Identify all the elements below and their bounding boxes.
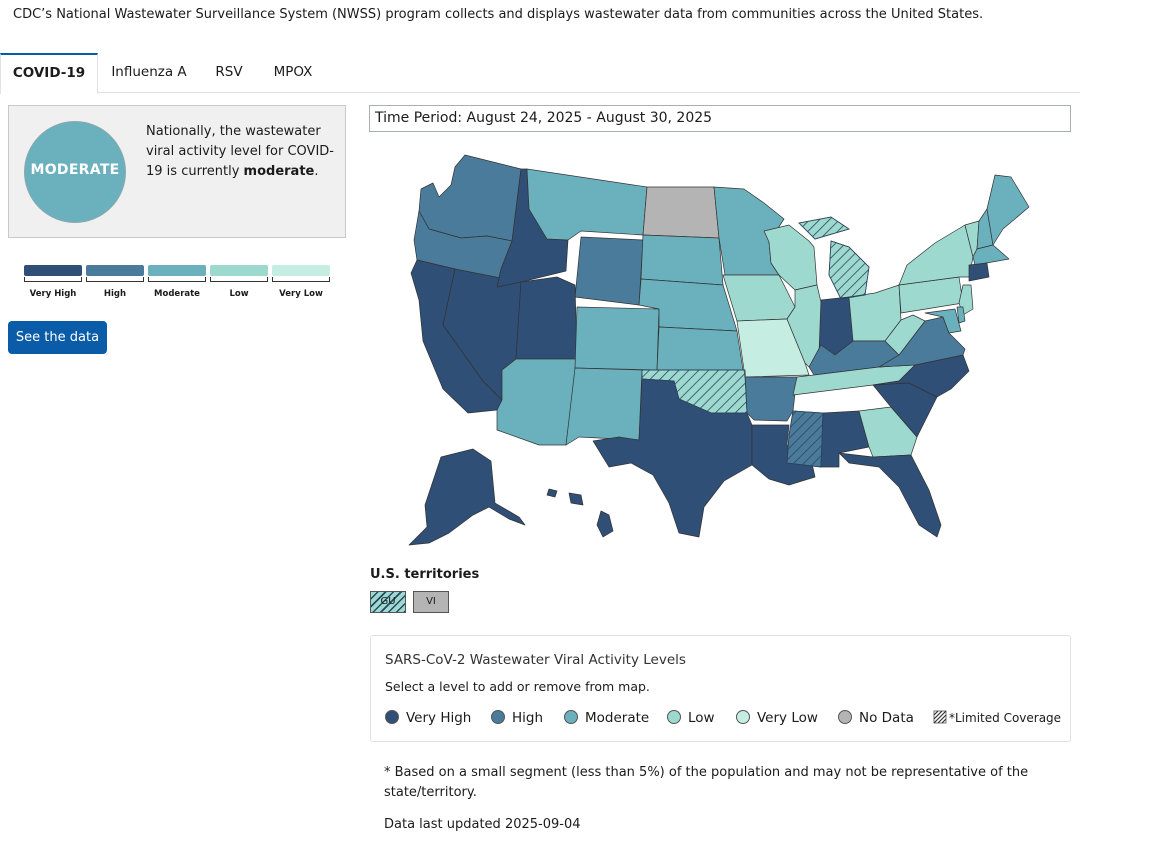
tab-rsv[interactable]: RSV [215, 64, 243, 80]
legend-label-limited-coverage: *Limited Coverage [949, 711, 1062, 725]
disease-tabs: COVID-19 Influenza A RSV MPOX [0, 53, 1080, 94]
scale-bracket [210, 277, 268, 282]
state-ok-limited-hatch [641, 369, 748, 414]
legend-title: SARS-CoV-2 Wastewater Viral Activity Lev… [385, 652, 686, 668]
time-period-box: Time Period: August 24, 2025 - August 30… [369, 105, 1071, 132]
state-fl[interactable] [838, 452, 942, 538]
state-ia[interactable] [722, 274, 796, 322]
scale-label-low: Low [229, 289, 249, 299]
state-md[interactable] [924, 308, 962, 334]
state-mt[interactable] [526, 168, 648, 241]
legend-label-very-low: Very Low [757, 710, 818, 726]
hatch-icon [933, 710, 947, 724]
national-summary-card: MODERATE Nationally, the wastewater vira… [8, 105, 346, 238]
legend-limited-coverage[interactable]: *Limited Coverage [933, 710, 1061, 728]
legend-label-no-data: No Data [859, 710, 914, 726]
national-level-badge-text: MODERATE [30, 162, 120, 178]
legend-dot-low [667, 710, 681, 724]
legend-very-low[interactable]: Very Low [736, 710, 818, 728]
state-me[interactable] [986, 174, 1030, 246]
scale-segment-very-low [272, 265, 330, 276]
state-va[interactable] [878, 316, 966, 368]
state-mi-limited-hatch [798, 216, 870, 300]
see-the-data-button[interactable]: See the data [8, 321, 107, 354]
legend-label-high: High [512, 710, 544, 726]
legend-dot-high [491, 710, 505, 724]
legend-dot-moderate [564, 710, 578, 724]
territory-vi[interactable]: VI [413, 591, 449, 613]
legend-very-high[interactable]: Very High [385, 710, 471, 728]
tab-covid-19[interactable]: COVID-19 [0, 53, 98, 94]
state-nc[interactable] [872, 354, 970, 398]
summary-text-main: Nationally, the wastewater viral activit… [146, 124, 334, 179]
legend-dot-no-data [838, 710, 852, 724]
territory-gu[interactable]: GU [370, 591, 406, 613]
state-sd[interactable] [640, 234, 724, 286]
state-ms-limited-hatch [786, 410, 824, 468]
scale-label-very-high: Very High [29, 289, 77, 299]
legend-box: SARS-CoV-2 Wastewater Viral Activity Lev… [370, 635, 1071, 742]
legend-moderate[interactable]: Moderate [564, 710, 649, 728]
scale-bracket [24, 277, 82, 282]
us-wastewater-map [408, 154, 1030, 546]
scale-bracket [148, 277, 206, 282]
scale-label-moderate: Moderate [154, 289, 200, 299]
state-la[interactable] [751, 424, 816, 486]
state-hi[interactable] [546, 488, 614, 538]
state-wy[interactable] [574, 236, 644, 306]
state-ny[interactable] [898, 224, 974, 286]
summary-text-level: moderate [243, 164, 315, 179]
state-nm[interactable] [565, 367, 643, 446]
state-ks[interactable] [656, 326, 744, 371]
state-co[interactable] [574, 306, 660, 371]
state-mo[interactable] [736, 318, 810, 378]
summary-text-end: . [314, 164, 319, 179]
state-ct[interactable] [968, 262, 990, 282]
legend-label-low: Low [688, 710, 715, 726]
legend-low[interactable]: Low [667, 710, 715, 728]
last-updated: Data last updated 2025-09-04 [384, 817, 581, 832]
legend-high[interactable]: High [491, 710, 543, 728]
scale-segment-low [210, 265, 268, 276]
legend-dot-very-high [385, 710, 399, 724]
legend-label-moderate: Moderate [585, 710, 650, 726]
state-az[interactable] [496, 358, 578, 446]
scale-segment-very-high [24, 265, 82, 276]
footnote: * Based on a small segment (less than 5%… [384, 765, 1029, 800]
state-wa[interactable] [418, 154, 522, 242]
state-ak[interactable] [408, 448, 526, 546]
state-ar[interactable] [744, 376, 798, 422]
national-level-scale: Very High High Moderate Low Very Low [24, 265, 334, 305]
national-summary-text: Nationally, the wastewater viral activit… [146, 122, 336, 182]
state-nd[interactable] [642, 186, 720, 239]
scale-bracket [272, 277, 330, 282]
tab-influenza-a[interactable]: Influenza A [111, 64, 187, 80]
state-de[interactable] [956, 306, 966, 324]
state-ma[interactable] [972, 244, 1010, 266]
intro-text: CDC’s National Wastewater Surveillance S… [13, 7, 984, 22]
legend-no-data[interactable]: No Data [838, 710, 914, 728]
legend-subtitle: Select a level to add or remove from map… [385, 679, 650, 694]
legend-dot-very-low [736, 710, 750, 724]
state-ut[interactable] [515, 276, 578, 360]
scale-label-high: High [103, 289, 127, 299]
scale-segment-high [86, 265, 144, 276]
state-wv[interactable] [884, 314, 926, 356]
tab-mpox[interactable]: MPOX [273, 64, 313, 80]
national-level-badge: MODERATE [24, 121, 126, 223]
scale-segment-moderate [148, 265, 206, 276]
legend-label-very-high: Very High [406, 710, 472, 726]
territories-title: U.S. territories [370, 567, 480, 582]
scale-label-very-low: Very Low [279, 289, 323, 299]
scale-bracket [86, 277, 144, 282]
